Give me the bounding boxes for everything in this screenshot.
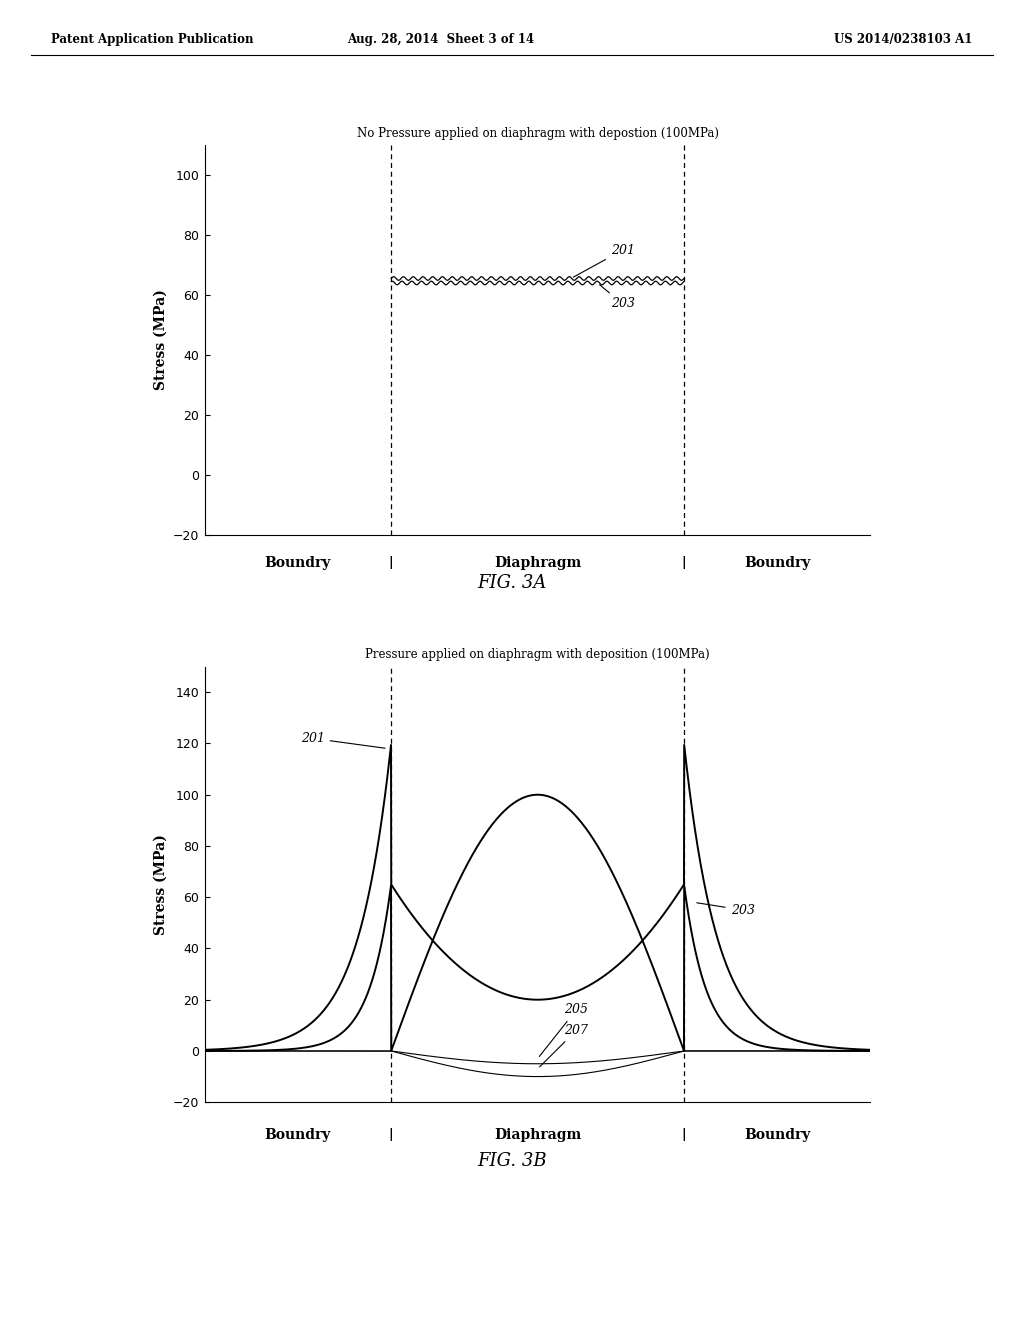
Text: 203: 203 xyxy=(600,285,635,310)
Text: Boundry: Boundry xyxy=(265,1127,331,1142)
Text: Boundry: Boundry xyxy=(265,556,331,569)
Y-axis label: Stress (MPa): Stress (MPa) xyxy=(154,834,167,935)
Text: |: | xyxy=(389,1127,393,1140)
Text: FIG. 3A: FIG. 3A xyxy=(477,574,547,593)
Text: 205: 205 xyxy=(540,1003,588,1056)
Text: |: | xyxy=(682,556,686,569)
Text: 201: 201 xyxy=(301,731,385,748)
Y-axis label: Stress (MPa): Stress (MPa) xyxy=(154,289,167,391)
Text: 207: 207 xyxy=(540,1024,588,1067)
Text: Boundry: Boundry xyxy=(744,1127,810,1142)
Text: Diaphragm: Diaphragm xyxy=(494,556,582,569)
Text: Diaphragm: Diaphragm xyxy=(494,1127,582,1142)
Text: |: | xyxy=(682,1127,686,1140)
Title: No Pressure applied on diaphragm with depostion (100MPa): No Pressure applied on diaphragm with de… xyxy=(356,127,719,140)
Text: Aug. 28, 2014  Sheet 3 of 14: Aug. 28, 2014 Sheet 3 of 14 xyxy=(347,33,534,46)
Text: US 2014/0238103 A1: US 2014/0238103 A1 xyxy=(835,33,973,46)
Text: 201: 201 xyxy=(573,243,635,277)
Text: |: | xyxy=(389,556,393,569)
Title: Pressure applied on diaphragm with deposition (100MPa): Pressure applied on diaphragm with depos… xyxy=(366,648,710,661)
Text: Boundry: Boundry xyxy=(744,556,810,569)
Text: Patent Application Publication: Patent Application Publication xyxy=(51,33,254,46)
Text: FIG. 3B: FIG. 3B xyxy=(477,1152,547,1171)
Text: 203: 203 xyxy=(696,903,755,916)
